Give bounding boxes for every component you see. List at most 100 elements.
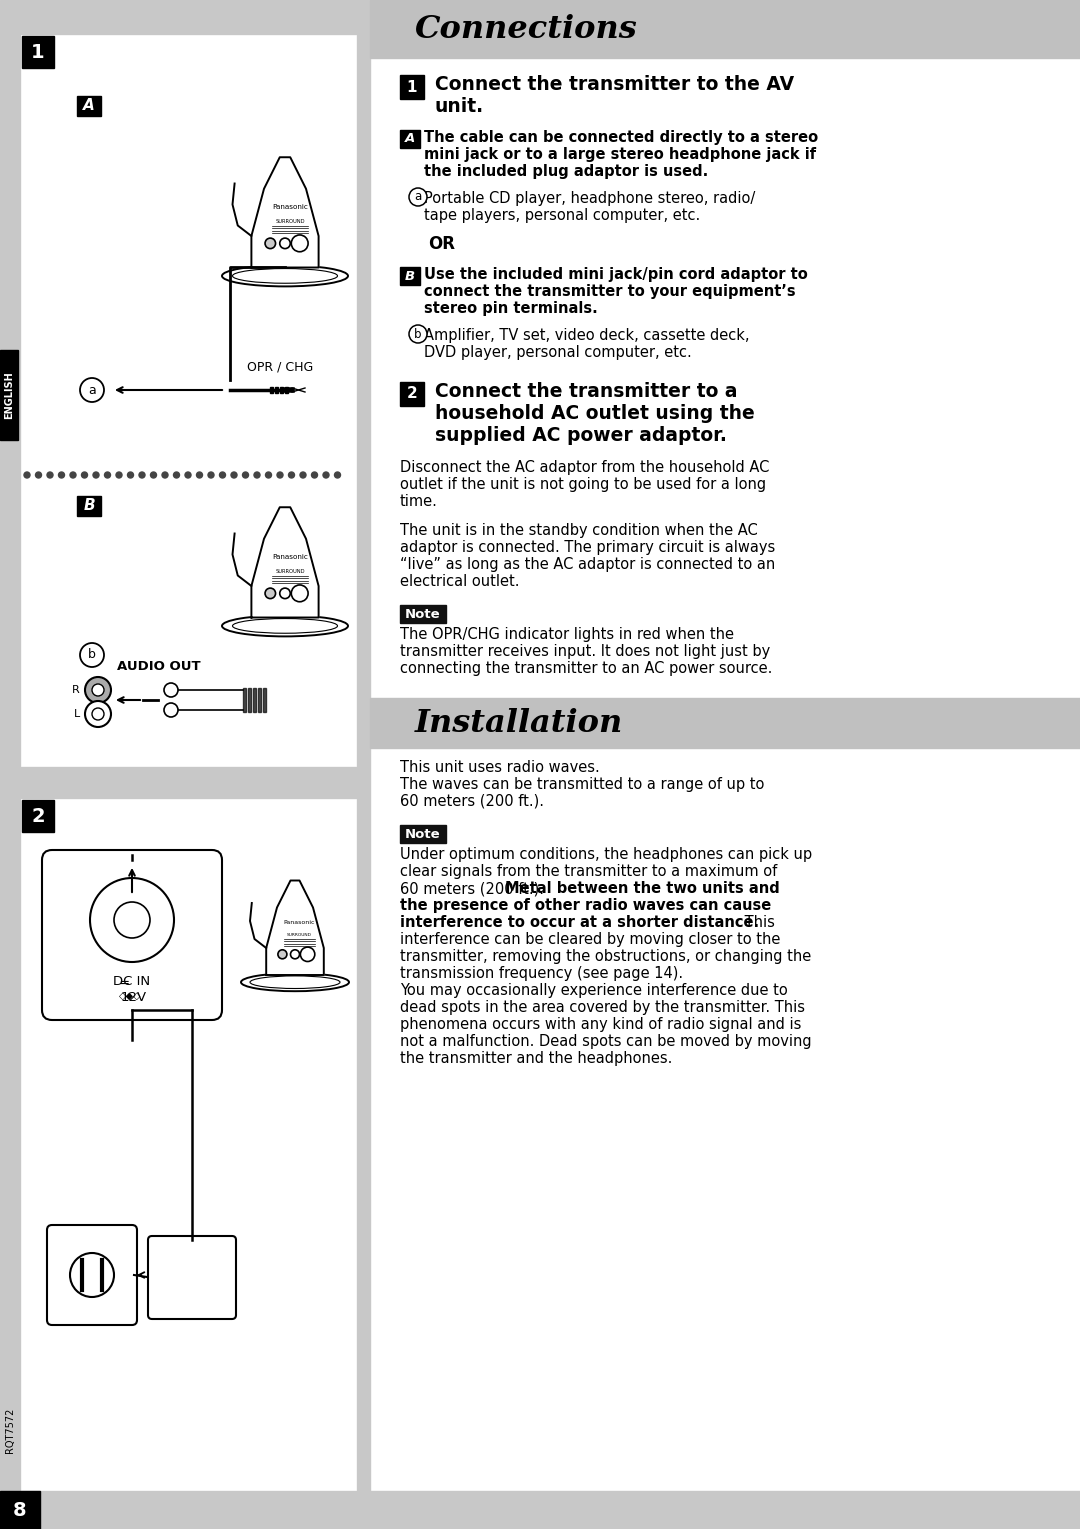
Text: interference to occur at a shorter distance.: interference to occur at a shorter dista… [400, 914, 759, 930]
Circle shape [266, 472, 271, 479]
Bar [400, 268, 420, 284]
Text: connect the transmitter to your equipment’s: connect the transmitter to your equipmen… [424, 284, 796, 300]
Circle shape [116, 472, 122, 479]
Circle shape [85, 700, 111, 726]
Bar [22, 37, 54, 67]
Circle shape [243, 472, 248, 479]
Ellipse shape [222, 266, 348, 286]
Text: Panasonic: Panasonic [272, 553, 308, 560]
Text: b: b [89, 648, 96, 662]
Text: 12V: 12V [121, 991, 147, 1005]
Circle shape [80, 644, 104, 667]
Text: The unit is in the standby condition when the AC: The unit is in the standby condition whe… [400, 523, 758, 538]
Text: A: A [405, 133, 415, 145]
Circle shape [24, 472, 30, 479]
Text: phenomena occurs with any kind of radio signal and is: phenomena occurs with any kind of radio … [400, 1017, 801, 1032]
Bar [0, 0, 370, 1529]
Circle shape [276, 472, 283, 479]
Text: b: b [415, 327, 422, 341]
Bar [370, 0, 1080, 58]
Circle shape [164, 703, 178, 717]
Text: Installation: Installation [415, 708, 623, 739]
Text: SURROUND: SURROUND [275, 219, 305, 223]
Circle shape [231, 472, 237, 479]
Bar [400, 382, 424, 407]
Circle shape [254, 472, 260, 479]
Bar [258, 688, 261, 713]
Circle shape [80, 378, 104, 402]
Text: the presence of other radio waves can cause: the presence of other radio waves can ca… [400, 898, 771, 913]
Bar [77, 495, 102, 515]
Text: B: B [83, 498, 95, 514]
Text: household AC outlet using the: household AC outlet using the [435, 404, 755, 424]
Circle shape [70, 472, 76, 479]
Circle shape [197, 472, 203, 479]
Text: Note: Note [405, 607, 441, 621]
Text: Metal between the two units and: Metal between the two units and [505, 881, 780, 896]
Text: clear signals from the transmitter to a maximum of: clear signals from the transmitter to a … [400, 864, 778, 879]
Text: 8: 8 [13, 1500, 27, 1520]
Bar [0, 1491, 1080, 1529]
Circle shape [174, 472, 179, 479]
Text: interference can be cleared by moving closer to the: interference can be cleared by moving cl… [400, 933, 781, 946]
Text: supplied AC power adaptor.: supplied AC power adaptor. [435, 427, 727, 445]
Text: 2: 2 [407, 387, 417, 402]
FancyBboxPatch shape [42, 850, 222, 1020]
Circle shape [162, 472, 168, 479]
Circle shape [81, 472, 87, 479]
Text: 1: 1 [407, 80, 417, 95]
Circle shape [93, 472, 99, 479]
Text: dead spots in the area covered by the transmitter. This: dead spots in the area covered by the tr… [400, 1000, 805, 1015]
Text: transmission frequency (see page 14).: transmission frequency (see page 14). [400, 966, 684, 982]
Circle shape [335, 472, 340, 479]
Text: Connect the transmitter to the AV: Connect the transmitter to the AV [435, 75, 794, 93]
Circle shape [85, 677, 111, 703]
Circle shape [164, 683, 178, 697]
Text: B: B [405, 269, 415, 283]
Circle shape [292, 235, 308, 252]
Circle shape [92, 683, 104, 696]
Circle shape [300, 472, 306, 479]
Circle shape [265, 589, 275, 598]
Circle shape [114, 902, 150, 937]
Ellipse shape [222, 615, 348, 636]
Text: RQT7572: RQT7572 [5, 1407, 15, 1453]
FancyBboxPatch shape [148, 1235, 237, 1320]
Text: L: L [73, 709, 80, 719]
Text: SURROUND: SURROUND [287, 933, 312, 937]
Circle shape [92, 708, 104, 720]
Text: outlet if the unit is not going to be used for a long: outlet if the unit is not going to be us… [400, 477, 766, 492]
Bar [370, 699, 1080, 748]
Circle shape [58, 472, 65, 479]
Bar [243, 688, 246, 713]
Circle shape [323, 472, 329, 479]
Text: “live” as long as the AC adaptor is connected to an: “live” as long as the AC adaptor is conn… [400, 557, 775, 572]
Bar [253, 688, 256, 713]
Circle shape [208, 472, 214, 479]
Text: a: a [89, 384, 96, 396]
Circle shape [139, 472, 145, 479]
Text: DC IN: DC IN [113, 976, 150, 988]
Circle shape [90, 878, 174, 962]
Bar [22, 37, 356, 766]
Circle shape [219, 472, 226, 479]
Bar [248, 688, 251, 713]
Text: Portable CD player, headphone stereo, radio/: Portable CD player, headphone stereo, ra… [424, 191, 755, 206]
Text: The OPR/CHG indicator lights in red when the: The OPR/CHG indicator lights in red when… [400, 627, 734, 642]
Bar [400, 75, 424, 99]
Text: tape players, personal computer, etc.: tape players, personal computer, etc. [424, 208, 700, 223]
Bar [0, 1491, 40, 1529]
Text: This unit uses radio waves.: This unit uses radio waves. [400, 760, 599, 775]
Bar [400, 605, 446, 622]
Bar [400, 130, 420, 148]
Bar [275, 387, 278, 393]
Text: Connections: Connections [415, 14, 638, 44]
Text: electrical outlet.: electrical outlet. [400, 573, 519, 589]
Circle shape [185, 472, 191, 479]
Text: You may occasionally experience interference due to: You may occasionally experience interfer… [400, 983, 787, 998]
Bar [280, 387, 283, 393]
Circle shape [265, 239, 275, 249]
Text: The waves can be transmitted to a range of up to: The waves can be transmitted to a range … [400, 777, 765, 792]
Ellipse shape [241, 972, 349, 991]
Text: 60 meters (200 ft.).: 60 meters (200 ft.). [400, 794, 544, 809]
